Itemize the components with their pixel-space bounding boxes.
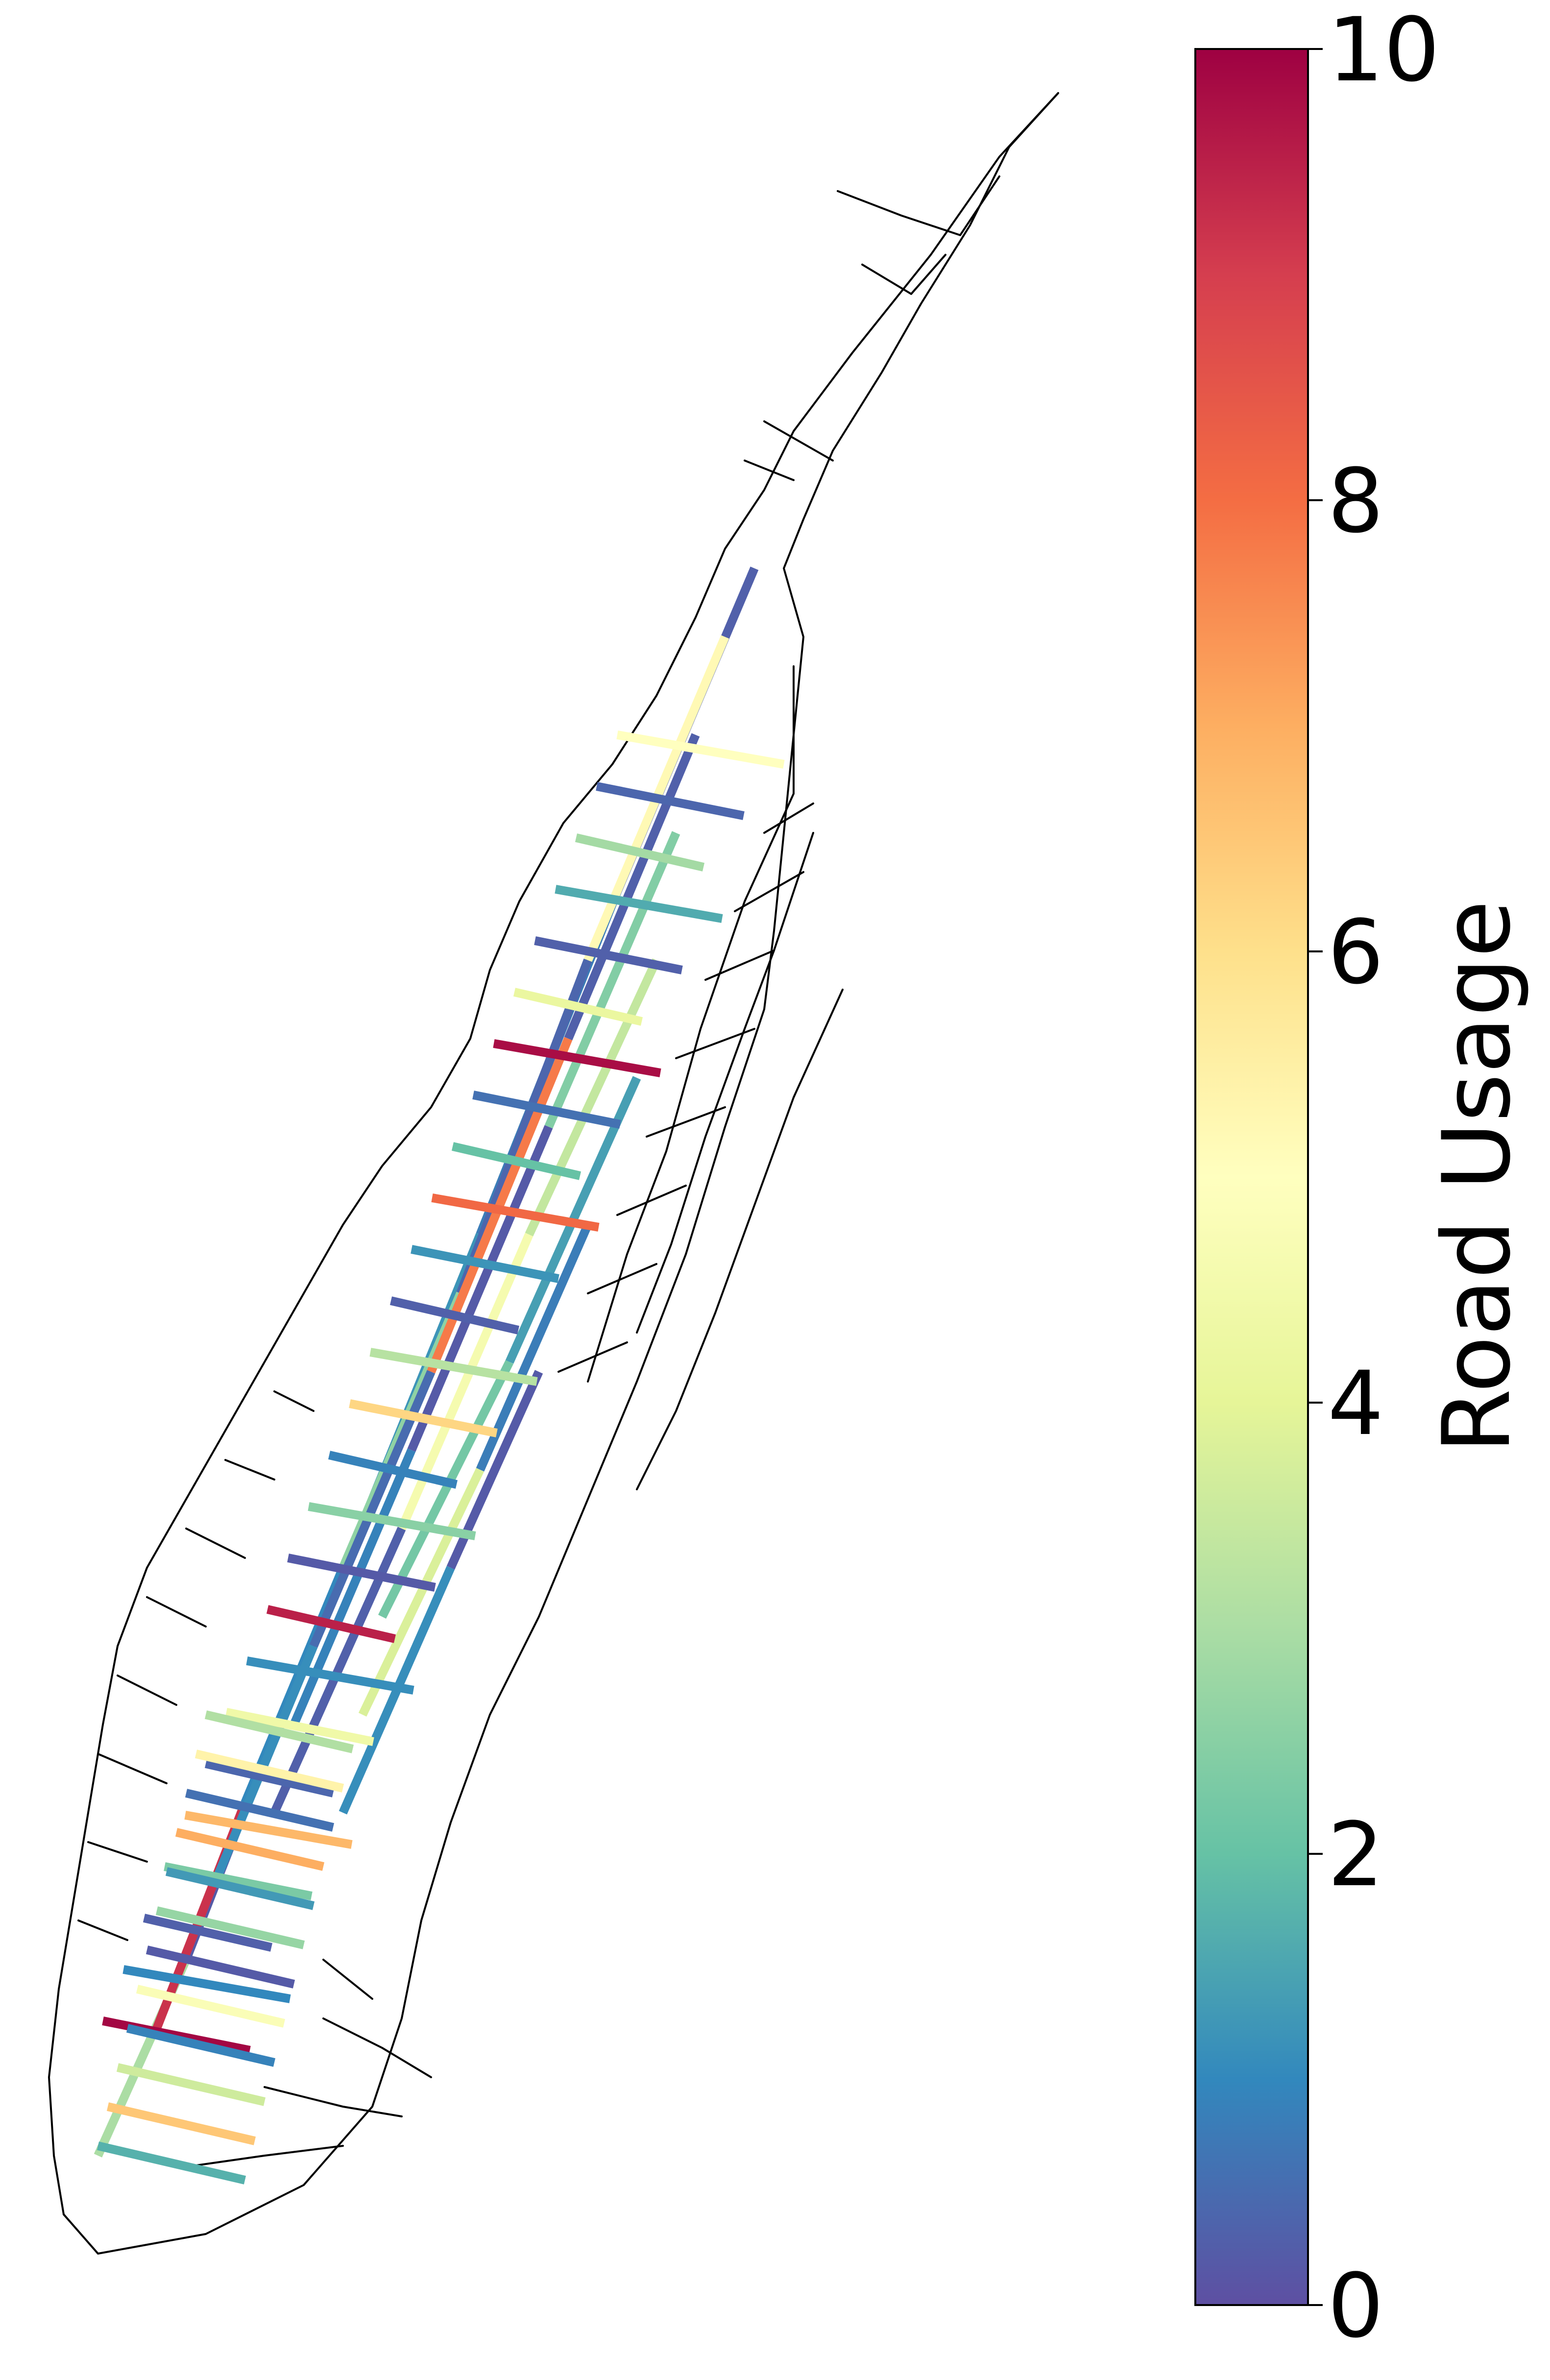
road-segment (525, 958, 661, 1237)
road-segment (287, 1554, 436, 1592)
colorbar-tick-label: 4 (1328, 1353, 1384, 1455)
road-segment (204, 1759, 335, 1797)
road-segment (564, 733, 700, 1041)
road-segment (369, 1348, 538, 1386)
road-segment (116, 2063, 266, 2106)
road-segment (596, 782, 745, 820)
road-segment (431, 1193, 600, 1232)
road-segment (493, 1039, 661, 1077)
road-segment (246, 1656, 414, 1695)
road-network-unused (48, 92, 1059, 2255)
road-segment (389, 1296, 520, 1335)
road-east-avenue-2 (636, 832, 814, 1334)
colorbar-tick-label: 6 (1328, 901, 1384, 1004)
road-segment (194, 1749, 344, 1793)
road-segment (328, 1451, 458, 1489)
colorbar-tick-label: 0 (1328, 2255, 1384, 2357)
road-segment (136, 1985, 286, 2028)
road-segment (616, 730, 785, 769)
road-segment (143, 1914, 273, 1952)
road-segment (175, 1828, 325, 1871)
road-shore-west (48, 92, 1059, 2215)
road-segment (308, 1502, 476, 1540)
road-segment (204, 1710, 354, 1753)
road-segment (349, 1399, 498, 1437)
road-segment (145, 1945, 295, 1989)
road-north-loop (744, 175, 1000, 481)
colorbar-ticks: 0 2 4 6 8 10 (1308, 0, 1440, 2357)
colorbar-tick-label: 8 (1328, 450, 1384, 553)
road-segment (513, 988, 643, 1026)
colorbar: 0 2 4 6 8 10 Road Usage (1194, 0, 1531, 2357)
road-segment (534, 936, 683, 974)
road-segment (225, 1708, 374, 1746)
road-segment (555, 885, 723, 923)
road-segment (165, 1867, 315, 1910)
road-segment (358, 1468, 484, 1717)
road-segment (155, 1906, 305, 1949)
road-segment (476, 1223, 592, 1472)
road-crosstown-east (557, 802, 814, 1373)
road-segment (122, 1965, 291, 2003)
road-segment (184, 1811, 353, 1849)
road-segment (106, 2102, 256, 2145)
road-segment (97, 2141, 246, 2185)
road-segment (544, 831, 680, 1129)
colorbar-label: Road Usage (1423, 900, 1531, 1453)
road-segment (472, 1091, 621, 1129)
road-shore-east (63, 92, 1059, 2255)
road-network-used (94, 566, 785, 2185)
colorbar-gradient (1195, 49, 1308, 2305)
colorbar-tick-label: 2 (1328, 1804, 1384, 1906)
road-east-avenue-3 (636, 989, 844, 1490)
road-segment (411, 1245, 559, 1283)
road-fdr-south (195, 1959, 432, 2166)
road-east-avenue (587, 665, 795, 1383)
colorbar-tick-label: 10 (1328, 0, 1440, 101)
road-segment (185, 1789, 335, 1832)
colorbar-frame (1194, 48, 1309, 2306)
road-crosstown-west (77, 1390, 315, 1941)
road-segment (378, 1360, 514, 1619)
road-segment (290, 1448, 416, 1726)
road-segment (266, 1605, 396, 1643)
road-segment (575, 833, 705, 872)
road-segment (164, 1862, 313, 1900)
road-segment (126, 2024, 276, 2067)
road-segment (451, 1142, 581, 1180)
road-segment (407, 1125, 553, 1452)
